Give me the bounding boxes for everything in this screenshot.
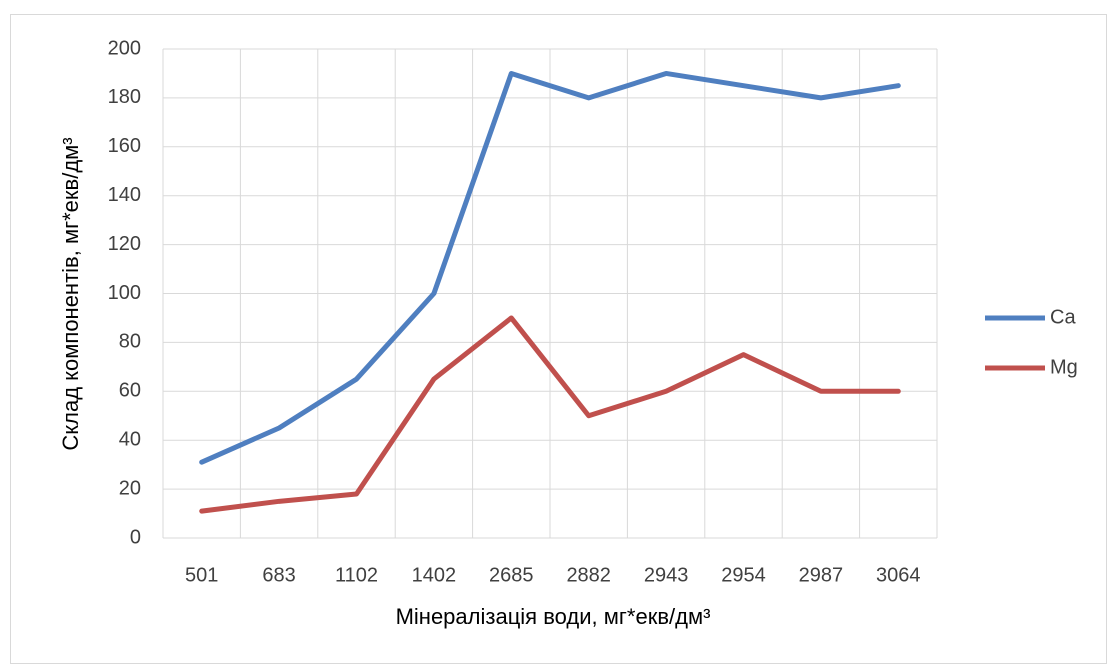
legend-label: Ca xyxy=(1050,306,1076,328)
x-tick-label: 1102 xyxy=(335,564,378,586)
line-series xyxy=(199,315,901,514)
y-tick-label: 20 xyxy=(119,477,141,499)
x-tick-label: 3064 xyxy=(876,564,921,586)
legend-label: Mg xyxy=(1050,356,1078,378)
x-tick-label: 2685 xyxy=(489,564,534,586)
x-tick-label: 2954 xyxy=(721,564,766,586)
x-tick-label: 2987 xyxy=(799,564,844,586)
y-tick-label: 80 xyxy=(119,331,141,353)
y-tick-label: 180 xyxy=(108,86,141,108)
x-tick-label: 2882 xyxy=(566,564,611,586)
y-axis-title: Склад компонентів, мг*екв/дм³ xyxy=(58,137,83,450)
y-tick-label: 120 xyxy=(108,233,141,255)
x-tick-label: 1402 xyxy=(412,564,457,586)
x-tick-label: 501 xyxy=(185,564,218,586)
y-tick-label: 160 xyxy=(108,135,141,157)
x-tick-label: 683 xyxy=(262,564,295,586)
x-axis-title: Мінералізація води, мг*екв/дм³ xyxy=(396,604,711,629)
chart-frame xyxy=(10,14,1107,664)
y-tick-label: 140 xyxy=(108,184,141,206)
y-tick-label: 200 xyxy=(108,37,141,59)
y-tick-label: 60 xyxy=(119,380,141,402)
x-tick-label: 2943 xyxy=(644,564,689,586)
y-tick-label: 0 xyxy=(130,526,141,548)
line-series xyxy=(199,70,901,465)
y-tick-label: 100 xyxy=(108,282,141,304)
y-tick-label: 40 xyxy=(119,428,141,450)
